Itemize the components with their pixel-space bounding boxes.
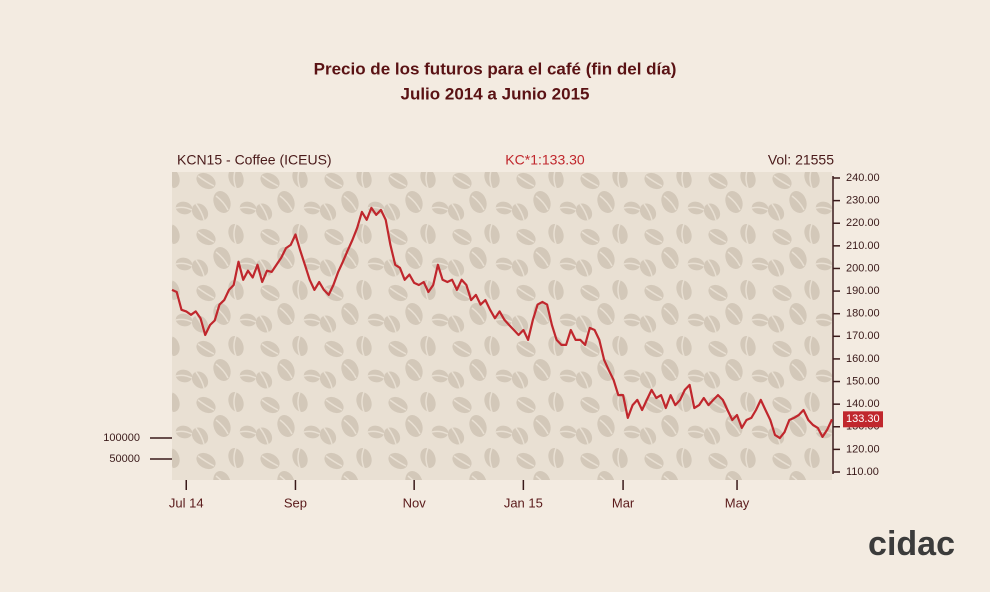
x-tick-label: Jan 15: [504, 495, 543, 510]
y-tick-label: 140.00: [846, 398, 880, 410]
y2-tick-label: 50000: [109, 453, 140, 465]
x-tick-label: Sep: [284, 495, 307, 510]
plot-background: [172, 172, 832, 480]
y-tick-label: 240.00: [846, 172, 880, 184]
last-value-box: [843, 411, 883, 428]
y-tick-label: 170.00: [846, 330, 880, 342]
header-volume: Vol: 21555: [768, 152, 834, 168]
y-tick-label: 230.00: [846, 195, 880, 207]
y-tick-label: 120.00: [846, 443, 880, 455]
y-tick-label: 150.00: [846, 375, 880, 387]
x-tick-label: Mar: [612, 495, 635, 510]
y-tick-label: 210.00: [846, 240, 880, 252]
chart-subtitle: Julio 2014 a Junio 2015: [401, 84, 590, 103]
x-tick-label: Nov: [403, 495, 427, 510]
y2-tick-label: 100000: [103, 432, 140, 444]
header-symbol: KCN15 - Coffee (ICEUS): [177, 152, 332, 168]
x-tick-label: Jul 14: [169, 495, 204, 510]
y-tick-label: 160.00: [846, 353, 880, 365]
y-tick-label: 220.00: [846, 217, 880, 229]
logo: cidac: [868, 525, 955, 563]
y-tick-label: 110.00: [846, 466, 879, 478]
x-tick-label: May: [725, 495, 750, 510]
chart-title: Precio de los futuros para el café (fin …: [314, 59, 677, 78]
last-value-label: 133.30: [846, 413, 880, 425]
y-tick-label: 190.00: [846, 285, 880, 297]
y-tick-label: 180.00: [846, 308, 880, 320]
y-tick-label: 200.00: [846, 262, 880, 274]
price-line: [171, 206, 833, 440]
header-price: KC*1:133.30: [505, 152, 585, 168]
